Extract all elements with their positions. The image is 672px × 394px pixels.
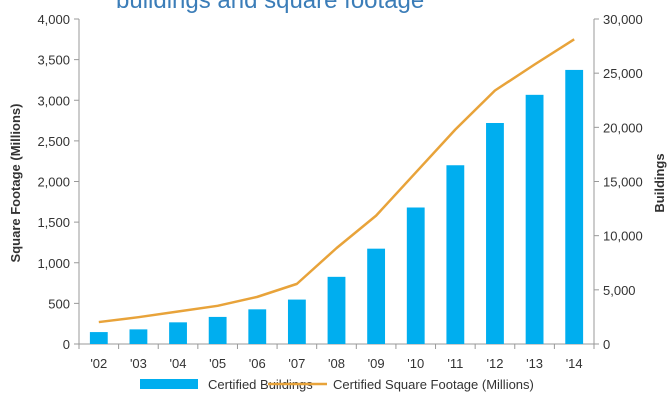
bar-certified-buildings (565, 69, 584, 345)
x-tick-label: '03 (130, 356, 147, 371)
bar-certified-buildings (89, 332, 108, 344)
left-tick-label: 2,000 (37, 175, 70, 190)
right-axis-title: Buildings (652, 153, 667, 212)
left-tick-label: 4,000 (37, 12, 70, 27)
bar-certified-buildings (287, 299, 306, 344)
bar-certified-buildings (367, 248, 386, 344)
x-tick-label: '09 (368, 356, 385, 371)
x-tick-label: '12 (486, 356, 503, 371)
bar-certified-buildings (129, 329, 148, 344)
left-tick-label: 1,500 (37, 215, 70, 230)
right-tick-label: 20,000 (603, 120, 643, 135)
x-tick-label: '07 (288, 356, 305, 371)
legend-swatch-buildings (140, 379, 198, 389)
bar-certified-buildings (525, 94, 544, 344)
right-tick-label: 15,000 (603, 175, 643, 190)
right-tick-label: 5,000 (603, 283, 636, 298)
left-tick-label: 2,500 (37, 134, 70, 149)
x-tick-label: '06 (249, 356, 266, 371)
left-tick-label: 0 (63, 337, 70, 352)
bar-certified-buildings (486, 123, 504, 344)
right-tick-label: 25,000 (603, 66, 643, 81)
left-axis-title: Square Footage (Millions) (8, 104, 23, 263)
x-tick-label: '13 (526, 356, 543, 371)
left-tick-label: 1,000 (37, 256, 70, 271)
bar-certified-buildings (446, 165, 465, 344)
right-tick-label: 0 (603, 337, 610, 352)
legend-label-buildings: Certified Buildings (208, 377, 313, 392)
bar-certified-buildings (248, 309, 267, 344)
bar-certified-buildings (169, 322, 187, 344)
x-axis-ticks: '02 '03 '04 '05 '06 '07 '08 '09 '10 '11 '12 '13 '14 (78, 344, 595, 371)
x-tick-label: '10 (407, 356, 424, 371)
right-tick-label: 10,000 (603, 229, 643, 244)
bar-certified-buildings (208, 316, 227, 344)
left-tick-label: 500 (48, 296, 70, 311)
legend: Certified Buildings Certified Square Foo… (140, 377, 534, 392)
plot-area (78, 19, 595, 345)
x-tick-label: '11 (447, 356, 463, 371)
left-axis-ticks: 0 500 1,000 1,500 2,000 2,500 3,000 3,500 4,000 (37, 12, 79, 352)
bar-certified-buildings (406, 207, 425, 344)
x-tick-label: '02 (90, 356, 107, 371)
x-tick-label: '08 (328, 356, 345, 371)
x-tick-label: '04 (170, 356, 187, 371)
x-tick-label: '14 (566, 356, 583, 371)
legend-label-square-footage: Certified Square Footage (Millions) (333, 377, 534, 392)
right-tick-label: 30,000 (603, 12, 643, 27)
line-certified-square-footage (98, 38, 575, 324)
chart-title: buildings and square footage (116, 0, 424, 14)
left-tick-label: 3,500 (37, 53, 70, 68)
left-tick-label: 3,000 (37, 93, 70, 108)
right-axis-ticks: 0 5,000 10,000 15,000 20,000 25,000 30,000 (594, 12, 643, 352)
bar-certified-buildings (327, 276, 346, 344)
x-tick-label: '05 (209, 356, 226, 371)
